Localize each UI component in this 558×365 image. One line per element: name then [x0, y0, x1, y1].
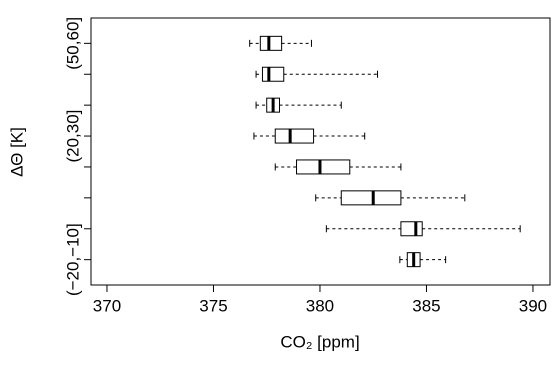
box [296, 159, 351, 175]
x-tick-label: 390 [519, 296, 547, 315]
plot-frame [90, 17, 551, 286]
box [259, 35, 283, 51]
y-tick-label: (−20,−10] [63, 223, 82, 296]
x-tick-label: 370 [93, 296, 121, 315]
y-tick-label: (20,30] [63, 110, 82, 163]
x-tick-label: 375 [199, 296, 227, 315]
box [400, 221, 423, 237]
box [261, 66, 285, 82]
x-axis-label: CO₂ [ppm] [280, 332, 359, 351]
box [340, 190, 402, 206]
x-tick-label: 380 [306, 296, 334, 315]
x-tick-label: 385 [412, 296, 440, 315]
box [274, 128, 315, 144]
y-axis-label: ΔΘ [K] [7, 127, 26, 177]
y-tick-label: (50,60] [63, 17, 82, 70]
